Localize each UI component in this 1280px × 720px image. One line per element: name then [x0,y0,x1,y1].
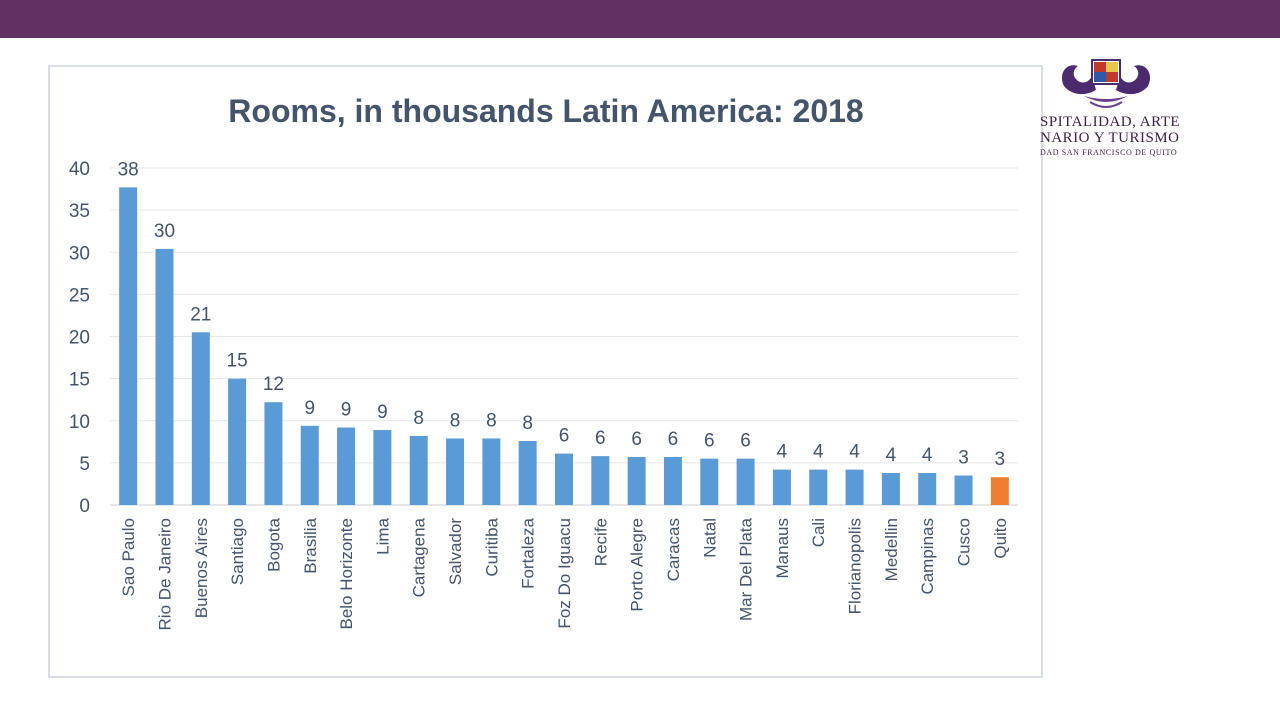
data-label: 3 [958,448,969,469]
data-label: 8 [450,410,461,431]
university-logo: SPITALIDAD, ARTE NARIO Y TURISMO DAD SAN… [1040,56,1280,166]
x-tick-label: Quito [991,518,1010,559]
bar-fortaleza [518,440,537,505]
bar-sao-paulo [119,187,138,505]
x-tick-label: Rio De Janeiro [155,518,174,630]
x-tick-label: Cali [809,518,828,547]
chart-title: Rooms, in thousands Latin America: 2018 [228,93,863,129]
data-label: 3 [995,449,1006,470]
y-tick-label: 15 [69,370,90,391]
x-tick-label: Santiago [228,518,247,585]
bar-caracas [663,456,682,505]
x-tick-label: Mar Del Plata [737,517,756,621]
header-bar [0,0,1280,38]
grid-lines [110,167,1018,506]
crest-emblem-icon [1061,59,1151,108]
logo-text-line-1: SPITALIDAD, ARTE [1040,114,1181,130]
bar-manaus [772,469,791,505]
x-tick-label: Belo Horizonte [337,518,356,630]
bar-buenos-aires [191,332,210,505]
bar-bogota [264,402,283,505]
logo-text-line-2: NARIO Y TURISMO [1040,130,1180,146]
bar-santiago [228,378,247,505]
x-tick-label: Sao Paulo [119,518,138,596]
data-label: 4 [849,442,860,463]
x-axis-ticks: Sao Paulo Rio De Janeiro Buenos Aires Santi… [119,517,1010,630]
y-tick-label: 35 [69,201,90,222]
x-tick-label: Cartagena [410,517,429,597]
bar-medellin [881,472,900,505]
bar-mar-del-plata [736,458,755,505]
bars [119,187,1009,505]
y-tick-label: 5 [79,454,90,475]
y-axis-ticks: 0 5 10 15 20 25 30 35 40 [69,159,90,517]
bar-rio-de-janeiro [155,248,174,505]
bar-porto-alegre [627,456,646,505]
x-tick-label: Caracas [664,518,683,581]
bar-salvador [446,438,465,505]
x-tick-label: Foz Do Iguacu [555,518,574,629]
data-label: 6 [559,426,570,447]
bar-belo-horizonte [337,427,356,505]
x-tick-label: Salvador [446,518,465,585]
bar-quito [990,477,1009,505]
logo-text-line-3: DAD SAN FRANCISCO DE QUITO [1040,148,1178,157]
bar-recife [591,456,610,505]
data-label: 21 [190,304,211,325]
x-tick-label: Bogota [264,517,283,571]
x-tick-label: Medellin [882,518,901,581]
bar-cali [809,469,828,505]
data-label: 9 [341,399,352,420]
data-labels: 38 30 21 15 12 9 9 9 8 8 8 8 6 6 6 6 6 6 4 4 4 4 4 3 3 [118,159,1006,470]
bar-campinas [918,472,937,505]
x-tick-label: Brasilia [301,517,320,573]
data-label: 9 [304,398,315,419]
y-tick-label: 40 [69,159,90,180]
y-tick-label: 30 [69,243,90,264]
bar-florianopolis [845,469,864,505]
chart-frame [48,65,1043,678]
y-tick-label: 20 [69,328,90,349]
data-label: 8 [413,408,424,429]
x-tick-label: Buenos Aires [192,518,211,618]
data-label: 12 [263,374,284,395]
bar-lima [373,430,392,505]
data-label: 8 [522,413,533,434]
bar-cartagena [409,435,428,505]
x-tick-label: Cusco [955,518,974,566]
data-label: 4 [922,445,933,466]
bar-cusco [954,475,973,505]
x-tick-label: Lima [373,517,392,554]
bar-curitiba [482,438,501,505]
y-tick-label: 10 [69,412,90,433]
x-tick-label: Manaus [773,518,792,578]
data-label: 15 [227,351,248,372]
data-label: 30 [154,221,175,242]
data-label: 6 [668,429,679,450]
data-label: 38 [118,159,139,180]
data-label: 4 [777,442,788,463]
y-tick-label: 0 [79,496,90,517]
bar-natal [700,458,719,505]
x-tick-label: Curitiba [482,517,501,576]
data-label: 6 [595,428,606,449]
data-label: 4 [886,445,897,466]
x-tick-label: Florianopolis [846,518,865,614]
data-label: 6 [740,431,751,452]
bar-foz-do-iguacu [555,453,573,505]
x-tick-label: Natal [700,518,719,558]
y-tick-label: 25 [69,285,90,306]
data-label: 4 [813,442,824,463]
x-tick-label: Campinas [918,518,937,595]
bar-brasilia [300,425,319,505]
x-tick-label: Fortaleza [519,517,538,588]
data-label: 6 [631,429,642,450]
data-label: 6 [704,431,715,452]
data-label: 8 [486,410,497,431]
data-label: 9 [377,402,388,423]
x-tick-label: Porto Alegre [628,518,647,612]
x-tick-label: Recife [591,518,610,566]
